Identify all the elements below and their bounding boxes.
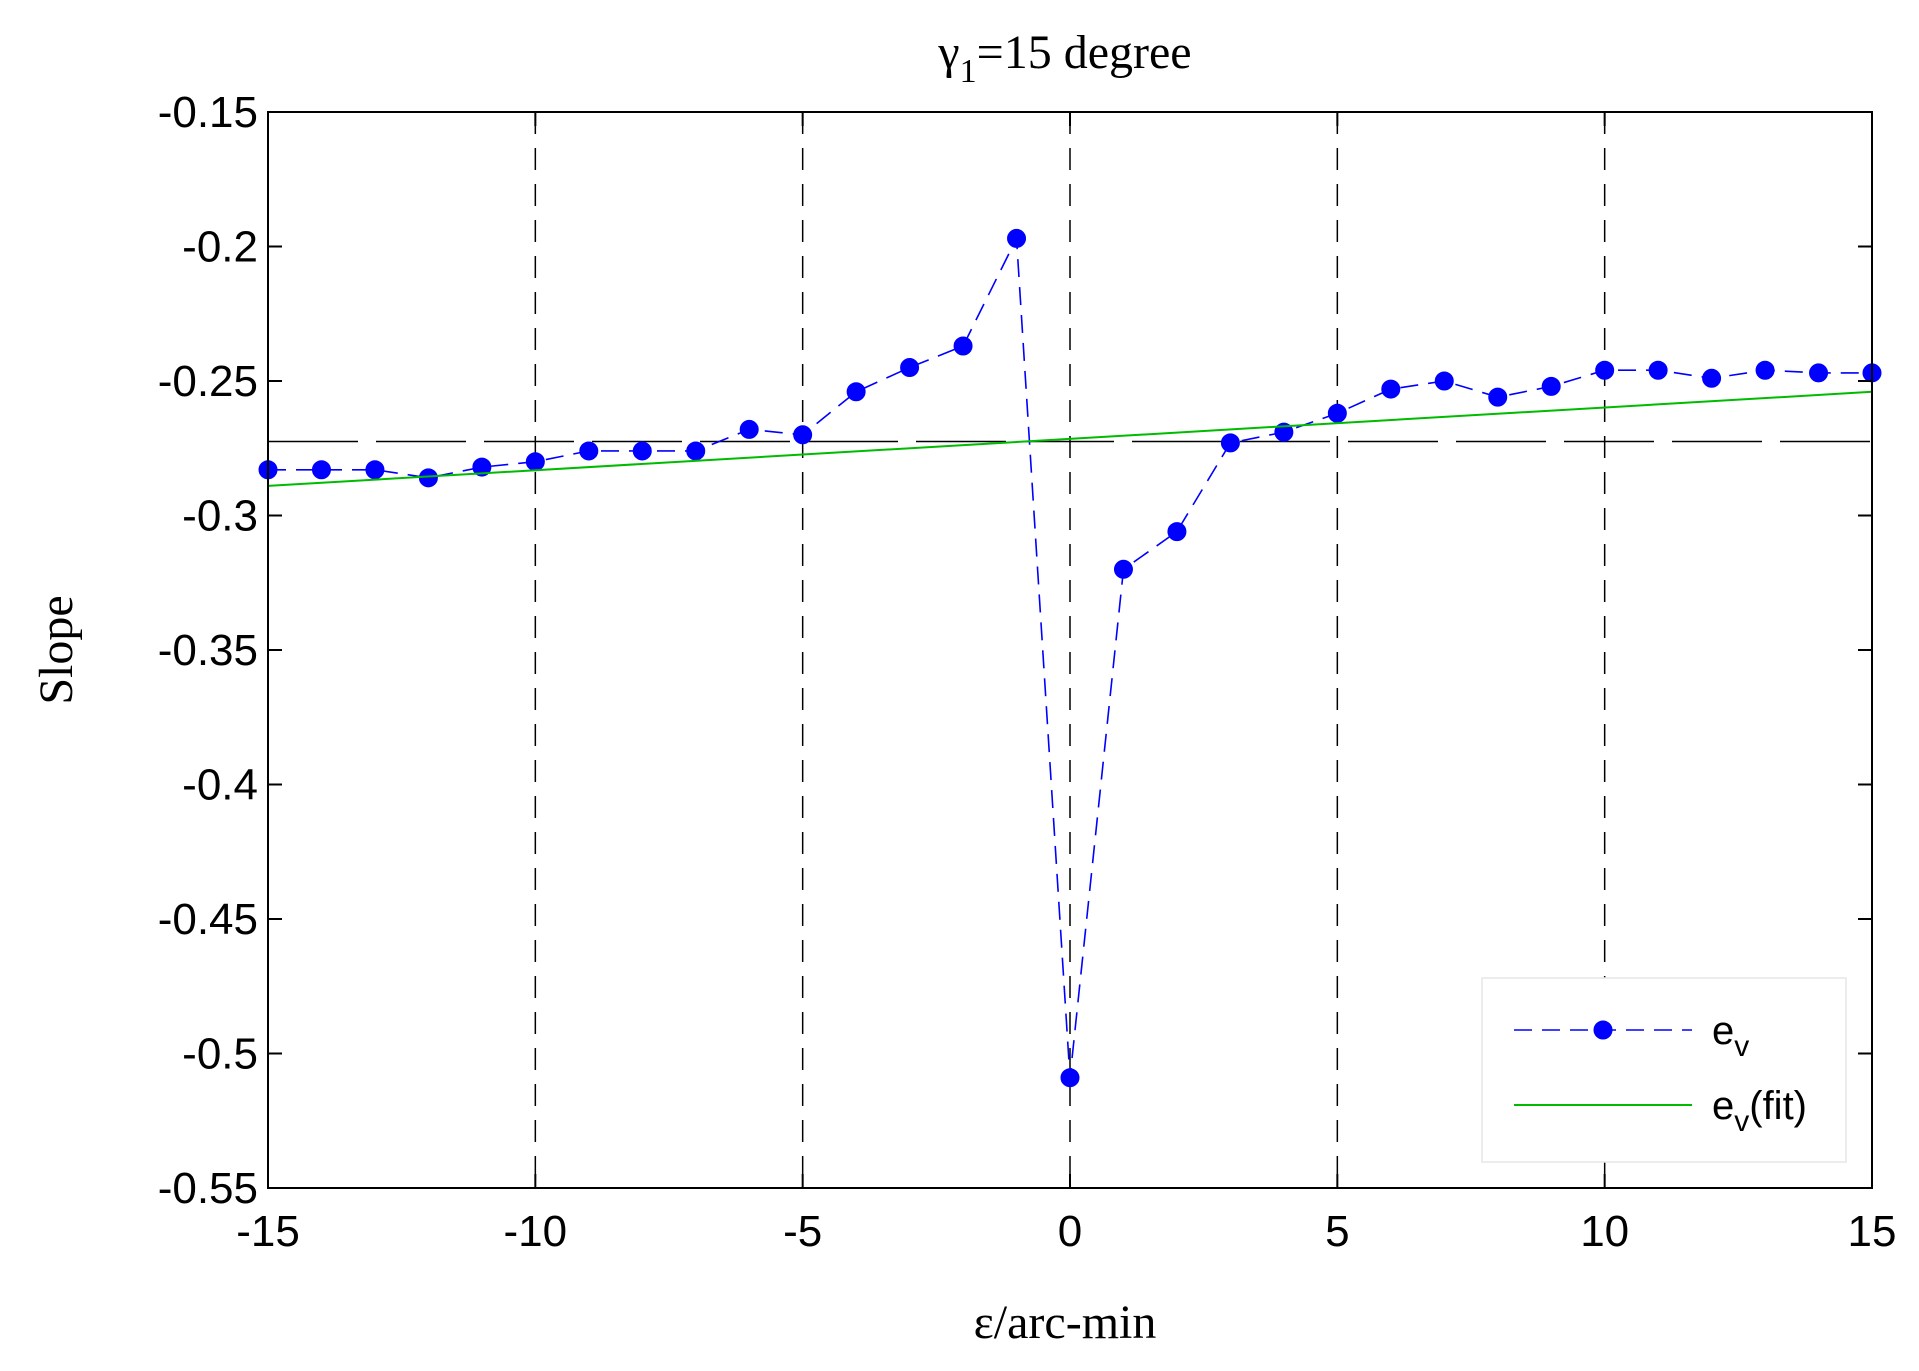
- series-ev-point: [739, 419, 759, 439]
- series-ev-point: [1060, 1068, 1080, 1088]
- x-tick-label: 10: [1580, 1207, 1629, 1256]
- y-tick-label: -0.25: [158, 357, 258, 406]
- series-ev-point: [1541, 376, 1561, 396]
- series-ev-point: [632, 441, 652, 461]
- series-layer: [258, 228, 1882, 1088]
- chart-title-subscript: 1: [960, 53, 977, 90]
- y-tick-label: -0.4: [182, 761, 258, 810]
- x-tick-label: 0: [1058, 1207, 1082, 1256]
- series-ev-point: [472, 457, 492, 477]
- y-tick-label: -0.15: [158, 88, 258, 137]
- y-tick-label: -0.55: [158, 1164, 258, 1213]
- series-ev-point: [1220, 433, 1240, 453]
- series-ev-point: [1327, 403, 1347, 423]
- series-ev-point: [686, 441, 706, 461]
- series-ev-point: [1702, 368, 1722, 388]
- legend-box: [1481, 977, 1847, 1163]
- chart-title-prefix: γ: [937, 26, 959, 79]
- series-ev-point: [1007, 228, 1027, 248]
- series-ev-point: [1648, 360, 1668, 380]
- x-tick-label: 5: [1325, 1207, 1349, 1256]
- legend-label-ev-fit: ev(fit): [1712, 1084, 1807, 1138]
- series-ev-point: [1434, 371, 1454, 391]
- series-ev-point: [1167, 522, 1187, 542]
- chart-title-suffix: =15 degree: [977, 26, 1192, 79]
- x-tick-labels: -15 -10 -5 0 5 10 15: [236, 1207, 1896, 1256]
- x-axis-label: ε/arc-min: [974, 1296, 1157, 1349]
- series-ev-point: [579, 441, 599, 461]
- axis-ticks: [267, 111, 1873, 1189]
- y-tick-label: -0.2: [182, 223, 258, 272]
- series-ev-point: [1113, 559, 1133, 579]
- x-tick-label: -5: [783, 1207, 822, 1256]
- y-tick-label: -0.5: [182, 1030, 258, 1079]
- series-ev-point: [1755, 360, 1775, 380]
- y-axis-label: Slope: [30, 595, 83, 704]
- y-tick-labels: -0.55 -0.5 -0.45 -0.4 -0.35 -0.3 -0.25 -0.2 -0.1…: [158, 88, 258, 1213]
- series-ev-point: [525, 452, 545, 472]
- legend-marker: [1593, 1020, 1613, 1040]
- series-ev-point: [1595, 360, 1615, 380]
- series-ev-point: [365, 460, 385, 480]
- chart-title: γ1=15 degree: [937, 26, 1191, 90]
- y-tick-label: -0.45: [158, 895, 258, 944]
- x-tick-label: -10: [504, 1207, 568, 1256]
- legend: ev ev(fit): [1481, 977, 1847, 1163]
- legend-label-ev: ev: [1712, 1009, 1749, 1063]
- series-ev-point: [311, 460, 331, 480]
- series-ev-point: [953, 336, 973, 356]
- series-ev-point: [1381, 379, 1401, 399]
- grid-lines: [534, 112, 1606, 1188]
- series-ev-point: [900, 358, 920, 378]
- series-ev-fit-line: [267, 390, 1873, 487]
- series-ev-point: [1488, 387, 1508, 407]
- series-ev-point: [1809, 363, 1829, 383]
- series-ev-point: [846, 382, 866, 402]
- x-tick-label: 15: [1848, 1207, 1897, 1256]
- y-tick-label: -0.3: [182, 492, 258, 541]
- series-ev-point: [793, 425, 813, 445]
- x-tick-label: -15: [236, 1207, 300, 1256]
- series-ev-point: [1274, 422, 1294, 442]
- y-tick-label: -0.35: [158, 626, 258, 675]
